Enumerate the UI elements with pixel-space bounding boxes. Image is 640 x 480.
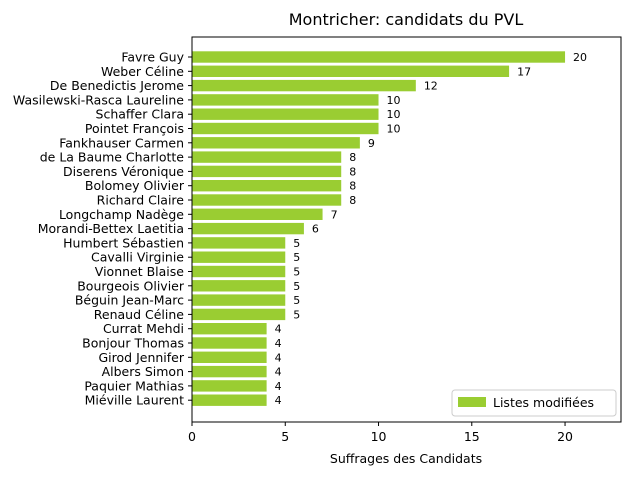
data-label: 8 xyxy=(349,180,356,193)
category-label: Béguin Jean-Marc xyxy=(75,293,184,308)
category-label: Fankhauser Carmen xyxy=(59,135,184,150)
bar xyxy=(192,365,267,378)
bar xyxy=(192,51,566,63)
bar xyxy=(192,251,286,263)
data-label: 10 xyxy=(387,108,401,121)
category-label: Vionnet Blaise xyxy=(95,264,185,279)
bar xyxy=(192,237,286,249)
bar xyxy=(192,108,379,120)
category-label: Bonjour Thomas xyxy=(82,336,184,351)
bar xyxy=(192,65,510,77)
data-label: 17 xyxy=(517,65,531,78)
bar xyxy=(192,351,267,363)
data-label: 8 xyxy=(349,194,356,207)
bar xyxy=(192,94,379,106)
category-label: Richard Claire xyxy=(97,193,185,208)
legend-swatch xyxy=(458,397,486,407)
x-tick-label: 5 xyxy=(281,429,289,444)
bar xyxy=(192,151,342,163)
data-label: 20 xyxy=(573,51,587,64)
category-label: Paquier Mathias xyxy=(84,378,184,393)
category-label: de La Baume Charlotte xyxy=(40,150,185,165)
data-label: 8 xyxy=(349,151,356,164)
x-tick-label: 10 xyxy=(371,429,387,444)
category-label: Renaud Céline xyxy=(94,307,185,322)
data-label: 6 xyxy=(312,223,319,236)
chart-title: Montricher: candidats du PVL xyxy=(289,10,524,29)
bar xyxy=(192,280,286,292)
category-label: Currat Mehdi xyxy=(103,321,184,336)
x-axis-ticks: 0 5 10 15 20 xyxy=(188,422,573,444)
data-label: 5 xyxy=(293,280,300,293)
bar xyxy=(192,122,379,135)
bar xyxy=(192,222,304,235)
data-label: 5 xyxy=(293,308,300,321)
category-label: Diserens Véronique xyxy=(63,164,184,179)
data-label: 8 xyxy=(349,165,356,178)
data-label: 4 xyxy=(275,337,282,350)
category-label: Girod Jennifer xyxy=(98,350,184,365)
category-label: De Benedictis Jerome xyxy=(50,78,184,93)
category-label: Favre Guy xyxy=(121,50,184,65)
data-label: 4 xyxy=(275,323,282,336)
category-label: Cavalli Virginie xyxy=(91,250,184,265)
data-label: 5 xyxy=(293,294,300,307)
axes-frame xyxy=(191,36,622,423)
bar xyxy=(192,208,323,220)
data-label: 12 xyxy=(424,80,438,93)
bar xyxy=(192,180,342,192)
x-axis-label: Suffrages des Candidats xyxy=(330,451,482,466)
bar xyxy=(192,79,416,92)
data-label: 5 xyxy=(293,266,300,279)
category-label: Longchamp Nadège xyxy=(59,207,184,222)
data-label: 7 xyxy=(331,208,338,221)
category-label: Wasilewski-Rasca Laureline xyxy=(13,92,184,107)
bar xyxy=(192,380,267,392)
data-label: 4 xyxy=(275,394,282,407)
bar xyxy=(192,194,342,206)
legend: Listes modifiées xyxy=(451,389,617,417)
bars-group xyxy=(188,51,566,406)
bar xyxy=(192,323,267,335)
data-label: 5 xyxy=(293,237,300,250)
data-label: 4 xyxy=(275,380,282,393)
category-label: Weber Céline xyxy=(101,64,184,79)
category-label: Miéville Laurent xyxy=(85,393,184,408)
category-label: Albers Simon xyxy=(102,364,184,379)
bar xyxy=(192,165,342,178)
category-label: Bourgeois Olivier xyxy=(77,278,185,293)
category-label: Schaffer Clara xyxy=(96,107,184,122)
bar xyxy=(192,294,286,306)
category-label: Pointet François xyxy=(85,121,184,136)
data-label: 4 xyxy=(275,366,282,379)
data-label: 9 xyxy=(368,137,375,150)
data-label: 5 xyxy=(293,251,300,264)
data-label: 4 xyxy=(275,351,282,364)
bar xyxy=(192,137,360,149)
data-label: 10 xyxy=(387,123,401,136)
legend-frame xyxy=(451,389,617,417)
category-label: Humbert Sébastien xyxy=(63,235,184,250)
x-tick-label: 0 xyxy=(188,429,196,444)
bar xyxy=(192,394,267,406)
legend-entry: Listes modifiées xyxy=(493,395,594,410)
category-label: Bolomey Olivier xyxy=(85,178,185,193)
bar xyxy=(192,337,267,349)
bar xyxy=(192,265,286,278)
x-tick-label: 20 xyxy=(557,429,573,444)
x-tick-label: 15 xyxy=(464,429,480,444)
category-label: Morandi-Bettex Laetitia xyxy=(38,221,184,236)
bar xyxy=(192,308,286,321)
data-label: 10 xyxy=(387,94,401,107)
plot-frame xyxy=(191,36,622,423)
